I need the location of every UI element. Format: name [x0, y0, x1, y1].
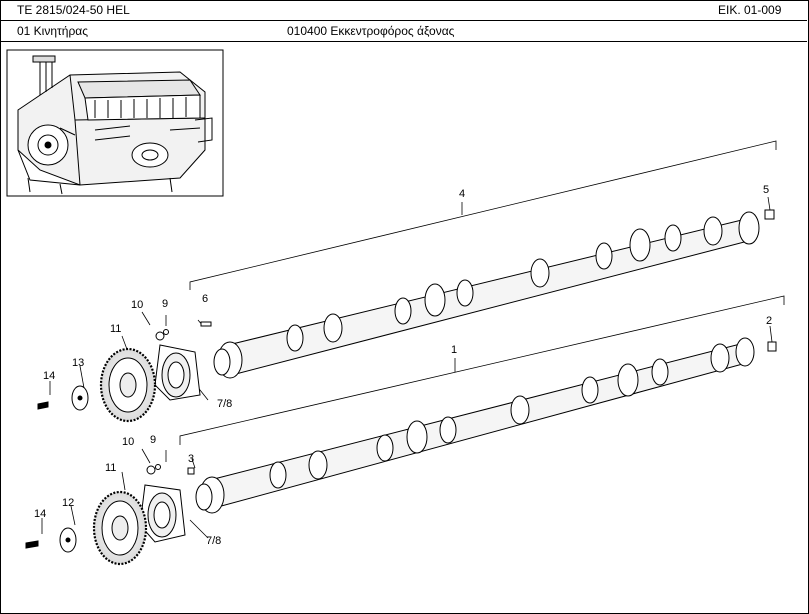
- callout-7-8-upper: 7/8: [217, 398, 232, 410]
- callout-9-lower: 9: [150, 434, 156, 446]
- callout-4: 4: [459, 188, 465, 200]
- leader-lines: [41, 140, 785, 539]
- header-row-1: TE 2815/024-50 HEL EIK. 01-009: [0, 0, 807, 21]
- callout-10-upper: 10: [131, 299, 143, 311]
- model-code: TE 2815/024-50 HEL: [17, 3, 130, 17]
- callout-2: 2: [766, 315, 772, 327]
- callout-11-upper: 11: [110, 323, 121, 335]
- callout-11-lower: 11: [105, 462, 116, 474]
- drive-group-lower: [25, 464, 195, 566]
- callout-13: 13: [72, 357, 84, 369]
- callout-14-lower: 14: [34, 508, 46, 520]
- callout-6: 6: [202, 293, 208, 305]
- group-name: 01 Κινητήρας: [17, 24, 88, 38]
- callout-labels: 4 5 6 10 9 11 2 1 13 14 7/8 10 9 3 11 12…: [34, 184, 772, 547]
- engine-overview-inset: [6, 49, 224, 197]
- callout-12: 12: [62, 497, 74, 509]
- callout-9-upper: 9: [162, 298, 168, 310]
- callout-14-upper: 14: [43, 370, 55, 382]
- callout-7-8-lower: 7/8: [206, 535, 221, 547]
- callout-10-lower: 10: [122, 436, 134, 448]
- callout-3: 3: [188, 453, 194, 465]
- camshaft-lower: [195, 337, 777, 514]
- assembly-name: 010400 Εκκεντροφόρος άξονας: [287, 24, 455, 38]
- callout-5: 5: [763, 184, 769, 196]
- drive-group-upper: [37, 321, 212, 423]
- camshaft-upper: [213, 209, 775, 379]
- figure-number: EIK. 01-009: [718, 3, 782, 17]
- header-row-2: 01 Κινητήρας 010400 Εκκεντροφόρος άξονας: [0, 21, 807, 42]
- callout-1: 1: [451, 344, 457, 356]
